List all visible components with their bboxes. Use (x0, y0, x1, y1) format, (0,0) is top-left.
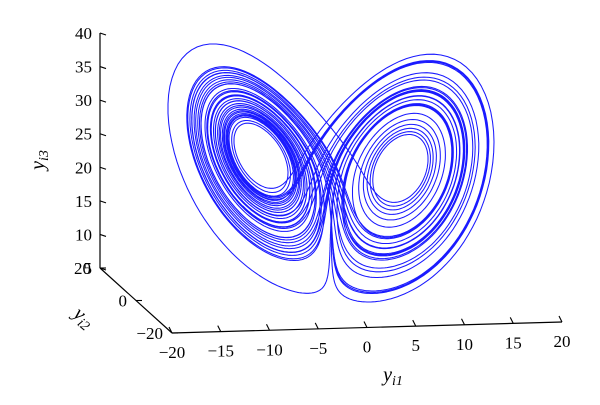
x-tick (509, 317, 514, 324)
z-tick (99, 133, 107, 137)
x-tick (314, 322, 319, 330)
y-axis-title: yi2 (66, 301, 99, 334)
attractor-trajectory (167, 43, 495, 303)
z-tick (99, 32, 107, 36)
x-tick-label: −5 (309, 339, 327, 358)
z-tick (99, 233, 107, 237)
x-tick-label: 10 (456, 335, 473, 354)
x-tick-label: 20 (554, 332, 571, 351)
z-tick-label: 5 (84, 259, 93, 278)
x-tick-label: 15 (505, 333, 522, 352)
z-tick-label: 20 (75, 158, 92, 177)
z-tick-label: 10 (75, 225, 92, 244)
y-axis-ticks: −20 0 20 (74, 259, 178, 343)
z-tick (99, 99, 107, 103)
y-tick-label: 20 (74, 259, 91, 278)
x-tick-label: −10 (256, 340, 283, 359)
x-axis-title: yi1 (381, 364, 403, 389)
x-tick (461, 318, 465, 325)
trajectory-layer (167, 43, 495, 303)
x-tick-label: 5 (412, 336, 421, 355)
x-tick-label: −15 (207, 342, 234, 361)
x-tick (558, 315, 563, 323)
x-tick (266, 324, 270, 331)
y-tick-label: −20 (136, 324, 163, 343)
z-tick (99, 166, 107, 170)
z-tick-label: 25 (75, 125, 92, 144)
z-tick-label: 35 (75, 58, 92, 77)
x-tick-label: −20 (159, 343, 186, 362)
x-tick (217, 325, 222, 332)
x-tick (363, 321, 368, 328)
z-axis-ticks: 5 10 15 20 25 30 35 40 (75, 24, 107, 278)
z-tick (99, 66, 107, 70)
z-tick (99, 200, 107, 204)
x-tick (168, 326, 173, 334)
x-axis-ticks: −20 −15 −10 −5 0 5 10 15 20 (159, 315, 571, 362)
y-tick-label: 0 (119, 292, 128, 311)
x-tick (412, 319, 417, 327)
z-tick-label: 30 (75, 91, 92, 110)
x-tick-label: 0 (363, 338, 372, 357)
z-tick-label: 40 (75, 24, 92, 43)
z-tick-label: 15 (75, 192, 92, 211)
z-axis-title: yi3 (27, 150, 52, 172)
